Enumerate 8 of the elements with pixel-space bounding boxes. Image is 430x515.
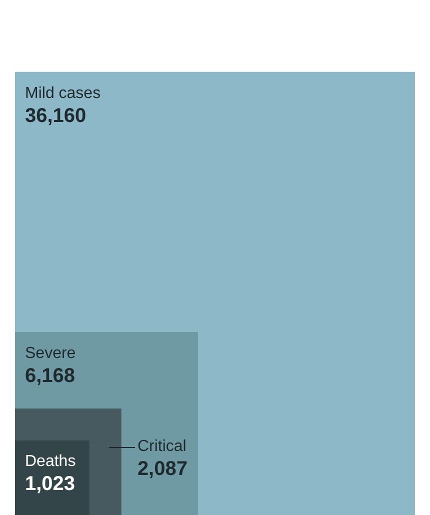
data-label: 6,168 [25, 364, 76, 389]
data-label: 36,160 [25, 104, 88, 129]
category-label: Critical [137, 436, 188, 457]
data-label: 2,087 [137, 456, 188, 482]
category-label: Deaths [25, 452, 76, 472]
category-label: Mild cases [25, 84, 101, 104]
category-label: Severe [25, 344, 76, 364]
data-label: 1,023 [25, 472, 76, 498]
